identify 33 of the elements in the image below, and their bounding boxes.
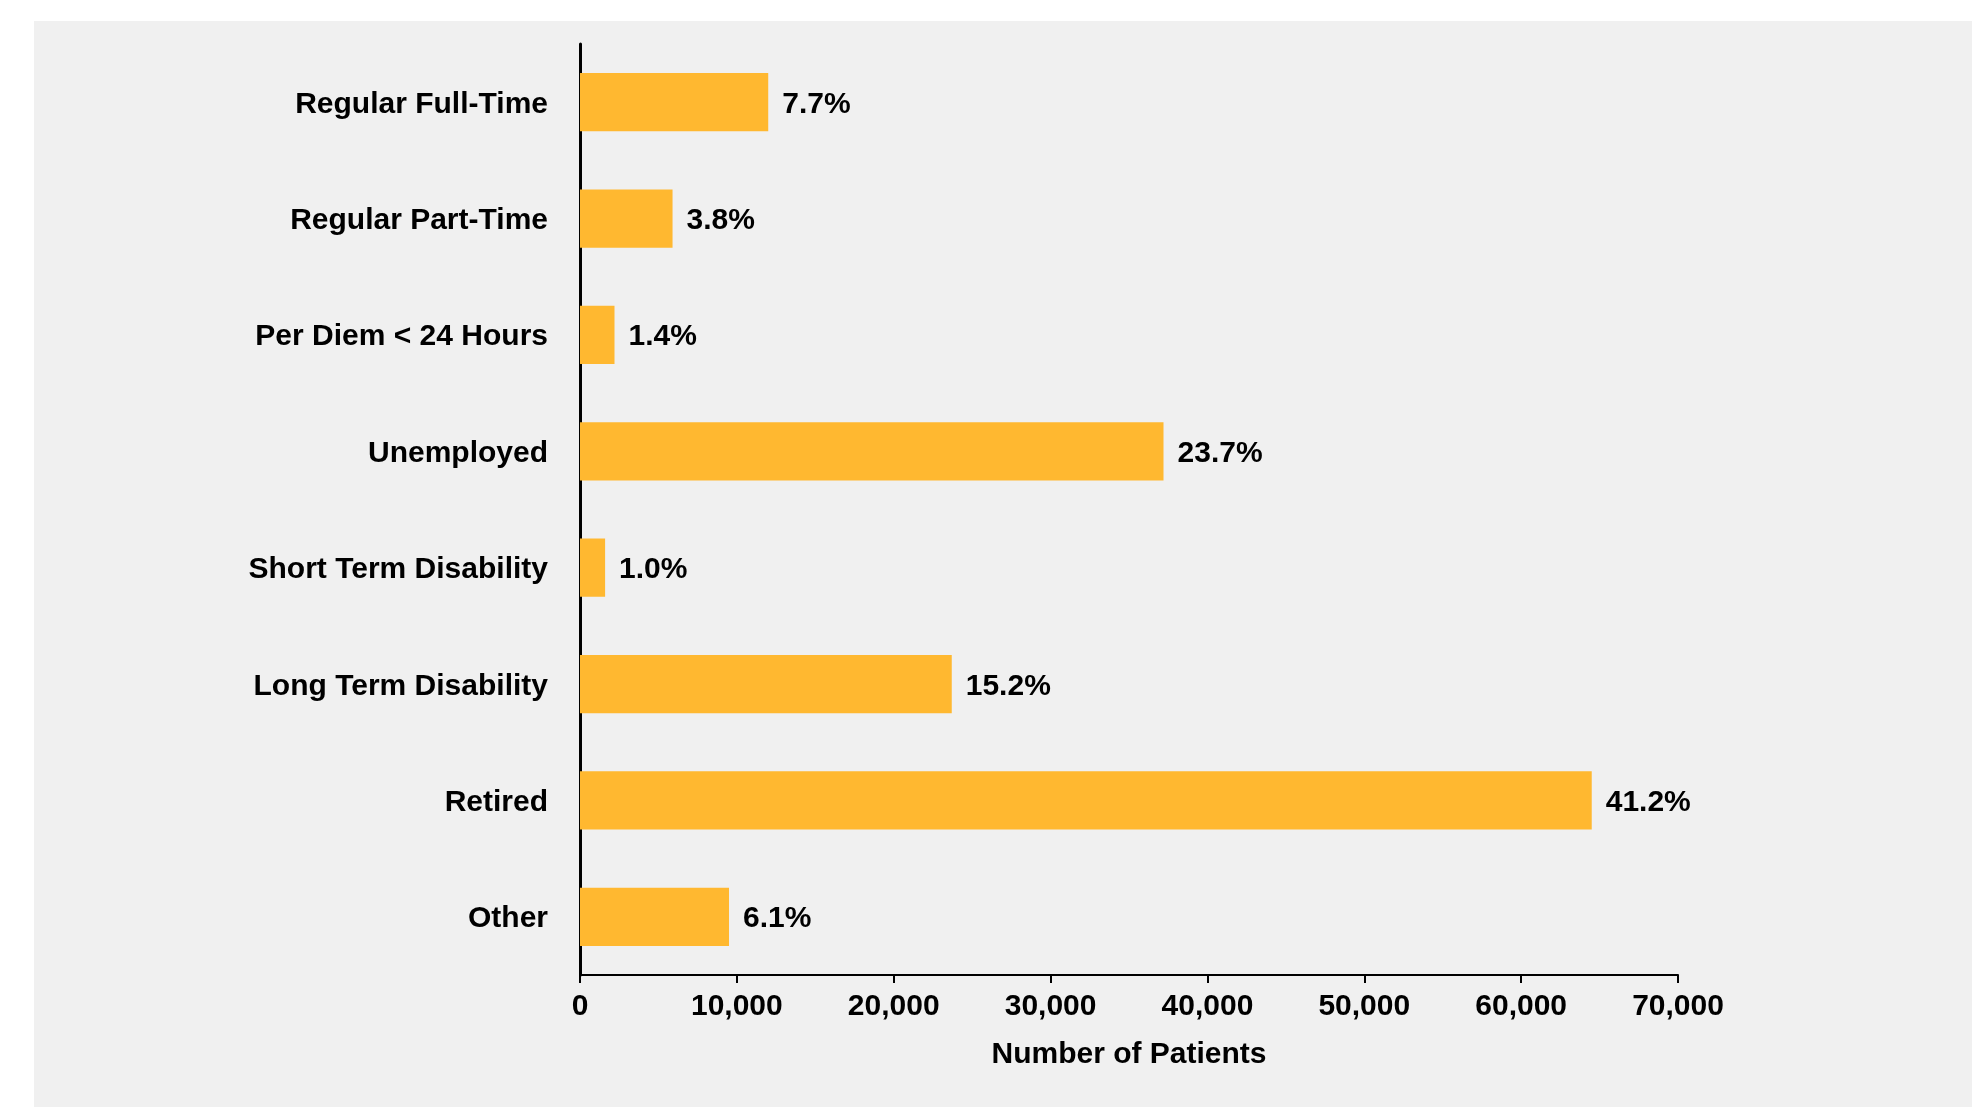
bar [580,305,615,365]
annotation: 3.8% [686,202,755,236]
annotation: 6.1% [743,900,812,934]
x-tick-label: 30,000 [1004,987,1097,1021]
y-tick-label: Other [467,900,549,934]
y-tick-label: Per Diem < 24 Hours [255,318,548,352]
y-tick-label: Short Term Disability [248,551,549,585]
x-tick-label: 50,000 [1318,987,1411,1021]
x-tick-label: 40,000 [1161,987,1254,1021]
x-axis-title: Number of Patients [991,1035,1267,1069]
annotation: 1.4% [628,318,697,352]
annotation: 41.2% [1605,783,1691,817]
bar [580,887,730,946]
y-tick-label: Retired [444,783,548,817]
bar [580,422,1164,481]
y-tick-label: Regular Part-Time [290,202,548,236]
x-tick-label: 20,000 [847,987,940,1021]
y-tick-label: Long Term Disability [253,667,549,701]
y-tick-label: Regular Full-Time [295,85,548,119]
annotation: 15.2% [965,667,1051,701]
annotation: 1.0% [619,551,688,585]
bar [580,771,1592,830]
x-tick-label: 10,000 [690,987,783,1021]
annotation: 23.7% [1177,434,1263,468]
x-tick-label: 0 [571,987,589,1021]
bar [580,654,952,714]
bar [580,189,673,248]
bar [580,538,606,597]
bar [580,73,769,132]
annotation: 7.7% [782,85,851,119]
x-tick-label: 60,000 [1475,987,1568,1021]
y-tick-label: Unemployed [367,434,548,468]
x-tick-label: 70,000 [1632,987,1724,1021]
